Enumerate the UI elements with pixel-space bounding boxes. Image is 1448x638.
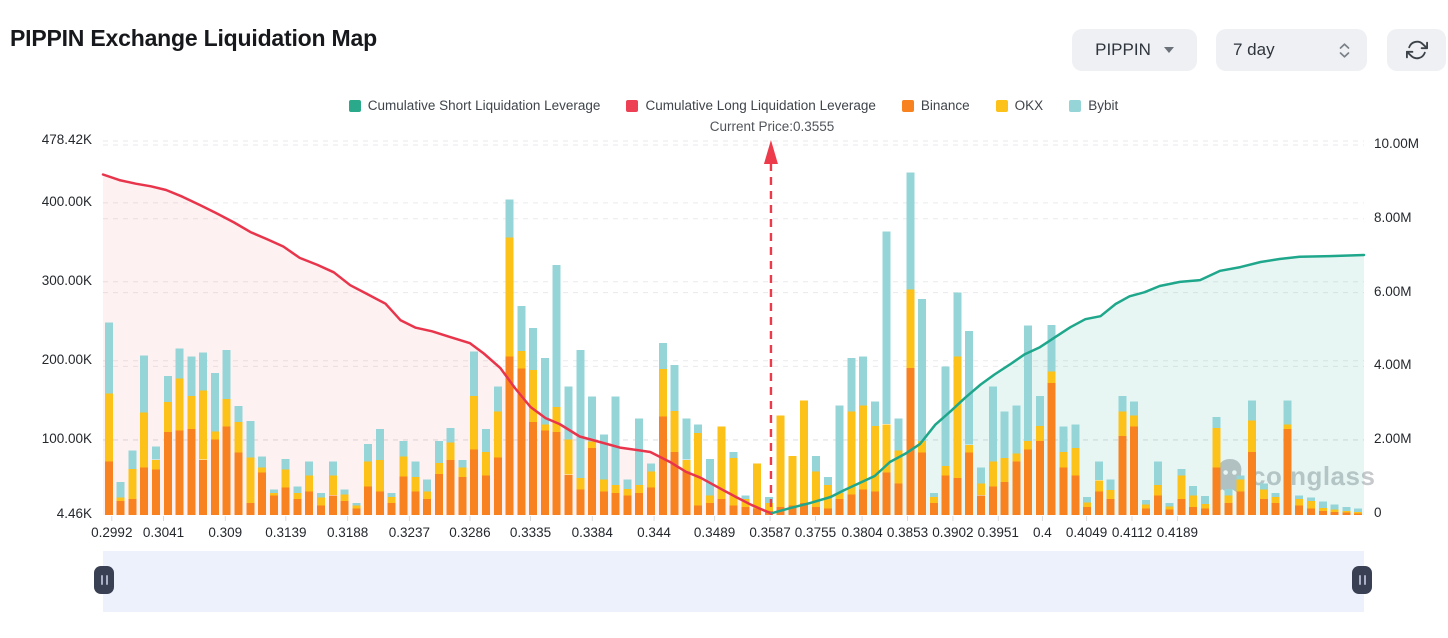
gridlines (103, 140, 1364, 441)
legend-item[interactable]: Bybit (1069, 98, 1118, 113)
chevron-up-down-icon (1339, 42, 1350, 58)
legend-swatch-icon (995, 99, 1008, 112)
current-price-label: Current Price:0.3555 (709, 119, 835, 134)
x-axis-tick-label: 0.344 (637, 525, 671, 540)
arrow-up-icon (763, 140, 778, 164)
timeline-slider[interactable] (103, 551, 1364, 612)
coinglass-ghost-icon (1217, 459, 1242, 493)
pause-handle-icon (1358, 575, 1361, 585)
right-axis-tick-label: 4.00M (1374, 357, 1412, 373)
x-axis-tick-label: 0.3384 (571, 525, 613, 540)
right-axis-tick-label: 2.00M (1374, 431, 1412, 447)
symbol-select-value: PIPPIN (1095, 40, 1151, 59)
x-axis-tick-label: 0.2992 (91, 525, 133, 540)
bars-layer (104, 172, 1363, 515)
legend-label: OKX (1014, 98, 1044, 113)
x-axis-tick-label: 0.3041 (142, 525, 185, 540)
x-axis-tick-label: 0.3286 (449, 525, 491, 540)
x-axis-tick-label: 0.3335 (509, 525, 552, 540)
legend-swatch-icon (348, 99, 361, 112)
slider-handle-right[interactable] (1352, 566, 1372, 594)
cumulative-long-line (101, 173, 773, 515)
x-axis-tick-label: 0.3902 (932, 525, 974, 540)
refresh-button[interactable] (1387, 29, 1446, 71)
legend-swatch-icon (901, 99, 914, 112)
x-axis-tick-label: 0.309 (208, 525, 243, 540)
x-axis-tick-label: 0.3804 (841, 525, 883, 540)
left-axis-tick-label: 4.46K (56, 506, 92, 521)
chart-legend: Cumulative Short Liquidation Leverage Cum… (103, 98, 1364, 113)
legend-item[interactable]: Cumulative Short Liquidation Leverage (348, 98, 601, 113)
left-axis-tick-label: 200.00K (41, 351, 92, 367)
caret-down-icon (1163, 47, 1174, 53)
left-axis-tick-label: 100.00K (41, 430, 92, 446)
x-axis-tick-label: 0.3755 (794, 525, 837, 540)
x-axis-tick-label: 0.3237 (388, 525, 431, 540)
slider-handle-left[interactable] (94, 566, 114, 594)
legend-item[interactable]: Binance (901, 98, 970, 113)
left-axis-tick-label: 300.00K (41, 272, 92, 288)
period-select-value: 7 day (1233, 40, 1275, 59)
long-liquidation-area (103, 174, 772, 515)
x-axis-tick-label: 0.3587 (749, 525, 791, 540)
pause-handle-icon (1363, 575, 1366, 585)
x-axis-tick-label: 0.3188 (326, 525, 369, 540)
x-axis-tick-label: 0.4 (1033, 525, 1052, 540)
watermark-text: coinglass (1251, 460, 1376, 491)
right-axis-tick-label: 8.00M (1374, 209, 1412, 225)
symbol-select-button[interactable]: PIPPIN (1072, 29, 1197, 71)
page-title: PIPPIN Exchange Liquidation Map (10, 25, 377, 51)
right-axis-tick-label: 6.00M (1374, 283, 1412, 299)
left-axis-tick-label: 400.00K (41, 193, 92, 209)
pause-handle-icon (105, 575, 108, 585)
x-axis-tick-label: 0.3853 (886, 525, 929, 540)
x-axis-tick-label: 0.4189 (1156, 525, 1198, 540)
x-axis-tick-label: 0.3951 (977, 525, 1019, 540)
legend-label: Cumulative Short Liquidation Leverage (367, 98, 601, 113)
legend-item[interactable]: Cumulative Long Liquidation Leverage (626, 98, 876, 113)
x-axis-tick-label: 0.3489 (693, 525, 736, 540)
right-axis-tick-label: 0 (1374, 505, 1382, 520)
x-axis-tick-label: 0.3139 (265, 525, 307, 540)
legend-swatch-icon (626, 99, 639, 112)
legend-label: Bybit (1088, 98, 1119, 113)
watermark: coinglass (1212, 456, 1375, 496)
legend-item[interactable]: OKX (995, 98, 1044, 113)
x-axis-tick-label: 0.4049 (1065, 525, 1108, 540)
refresh-icon (1405, 40, 1428, 60)
x-axis-tick-label: 0.4112 (1111, 525, 1153, 540)
pause-handle-icon (100, 575, 103, 585)
legend-swatch-icon (1069, 99, 1082, 112)
legend-label: Binance (920, 98, 970, 113)
right-axis-tick-label: 10.00M (1374, 136, 1420, 151)
period-select-button[interactable]: 7 day (1216, 29, 1367, 71)
legend-label: Cumulative Long Liquidation Leverage (645, 98, 876, 113)
left-axis-tick-label: 478.42K (41, 132, 92, 147)
